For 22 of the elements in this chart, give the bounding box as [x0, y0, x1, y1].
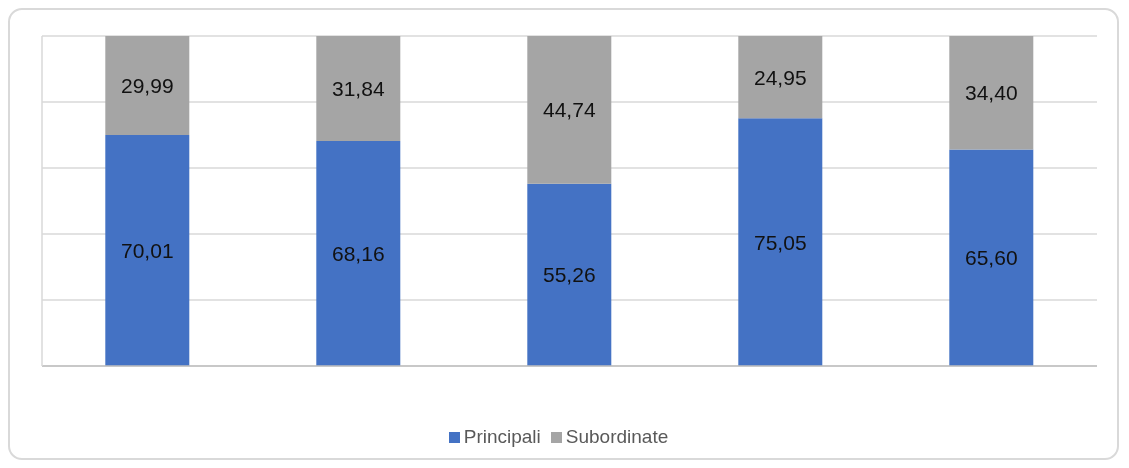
- bar: [316, 36, 401, 142]
- legend-label: Principali: [463, 426, 541, 447]
- data-label: 34,40: [965, 81, 1018, 105]
- data-label: 70,01: [121, 238, 174, 262]
- bar: [738, 36, 823, 119]
- bar: [105, 36, 190, 135]
- data-label: 24,95: [754, 65, 807, 89]
- data-label: 68,16: [332, 241, 385, 265]
- bar: [738, 118, 823, 366]
- data-label: 65,60: [965, 246, 1018, 270]
- legend-label: Subordinate: [565, 426, 669, 447]
- bar: [105, 134, 190, 366]
- bar: [949, 149, 1034, 366]
- bar: [316, 141, 401, 366]
- data-label: 29,99: [121, 73, 174, 97]
- bar: [527, 36, 612, 184]
- bar: [949, 36, 1034, 150]
- data-label: 55,26: [543, 263, 596, 287]
- data-label: 44,74: [543, 98, 596, 122]
- data-label: 75,05: [754, 230, 807, 254]
- data-label: 31,84: [332, 76, 385, 100]
- bar: [527, 183, 612, 366]
